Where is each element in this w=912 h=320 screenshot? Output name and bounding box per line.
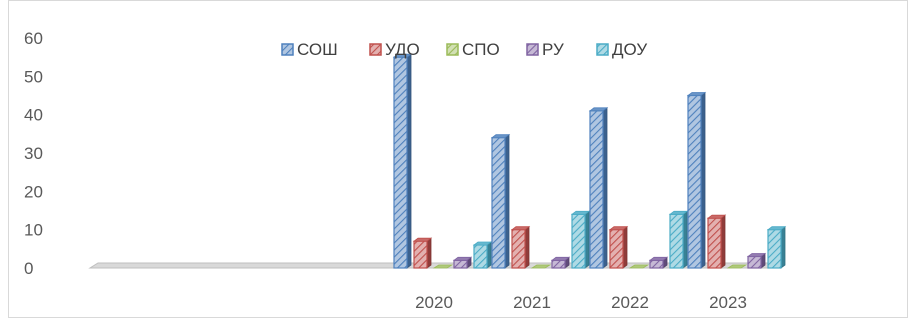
y-tick-label: 0 bbox=[24, 259, 33, 278]
bar-ДОУ-2022 bbox=[668, 210, 689, 269]
bar-РУ-2021 bbox=[550, 256, 571, 269]
bar-СПО-2022 bbox=[628, 264, 650, 269]
y-tick-label: 30 bbox=[24, 144, 43, 163]
x-tick-label: 2022 bbox=[611, 293, 649, 312]
legend-swatch bbox=[526, 43, 539, 56]
legend-label: СОШ bbox=[297, 40, 338, 59]
bar-РУ-2022 bbox=[648, 256, 669, 269]
legend-swatch bbox=[281, 43, 294, 56]
legend-item: СПО bbox=[446, 40, 500, 59]
y-tick-label: 50 bbox=[24, 67, 43, 86]
x-tick-label: 2020 bbox=[415, 293, 453, 312]
x-tick-label: 2021 bbox=[513, 293, 551, 312]
legend-swatch bbox=[369, 43, 382, 56]
bar-СОШ-2023 bbox=[686, 91, 707, 269]
bar-УДО-2021 bbox=[510, 225, 531, 269]
bar-РУ-2020 bbox=[452, 256, 473, 269]
bar-СПО-2021 bbox=[530, 264, 552, 269]
y-axis-ticks: 0 10 20 30 40 50 60 bbox=[24, 29, 43, 278]
bar-РУ-2023 bbox=[746, 252, 767, 269]
legend-label: УДО bbox=[385, 40, 420, 59]
bar-СПО-2020 bbox=[432, 264, 454, 269]
bar-УДО-2020 bbox=[412, 237, 433, 269]
bar-СОШ-2020 bbox=[392, 53, 413, 269]
y-tick-label: 40 bbox=[24, 106, 43, 125]
bars bbox=[392, 53, 787, 269]
bar-УДО-2023 bbox=[706, 214, 727, 269]
bar-СПО-2023 bbox=[726, 264, 748, 269]
legend: СОШ УДО СПО РУ ДОУ bbox=[281, 40, 647, 59]
y-tick-label: 60 bbox=[24, 29, 43, 48]
x-axis-ticks: 2020 2021 2022 2023 bbox=[415, 293, 747, 312]
y-tick-label: 20 bbox=[24, 182, 43, 201]
legend-item: СОШ bbox=[281, 40, 338, 59]
x-tick-label: 2023 bbox=[709, 293, 747, 312]
bar-ДОУ-2023 bbox=[766, 225, 787, 269]
legend-item: ДОУ bbox=[596, 40, 647, 59]
legend-label: СПО bbox=[462, 40, 500, 59]
legend-label: РУ bbox=[542, 40, 564, 59]
bar-СОШ-2021 bbox=[490, 133, 511, 269]
legend-swatch bbox=[596, 43, 609, 56]
bar-ДОУ-2020 bbox=[472, 241, 493, 269]
bar-ДОУ-2021 bbox=[570, 210, 591, 269]
bar-УДО-2022 bbox=[608, 225, 629, 269]
legend-label: ДОУ bbox=[612, 40, 647, 59]
bar-СОШ-2022 bbox=[588, 107, 609, 269]
legend-swatch bbox=[446, 43, 459, 56]
legend-item: УДО bbox=[369, 40, 420, 59]
legend-item: РУ bbox=[526, 40, 564, 59]
y-tick-label: 10 bbox=[24, 221, 43, 240]
